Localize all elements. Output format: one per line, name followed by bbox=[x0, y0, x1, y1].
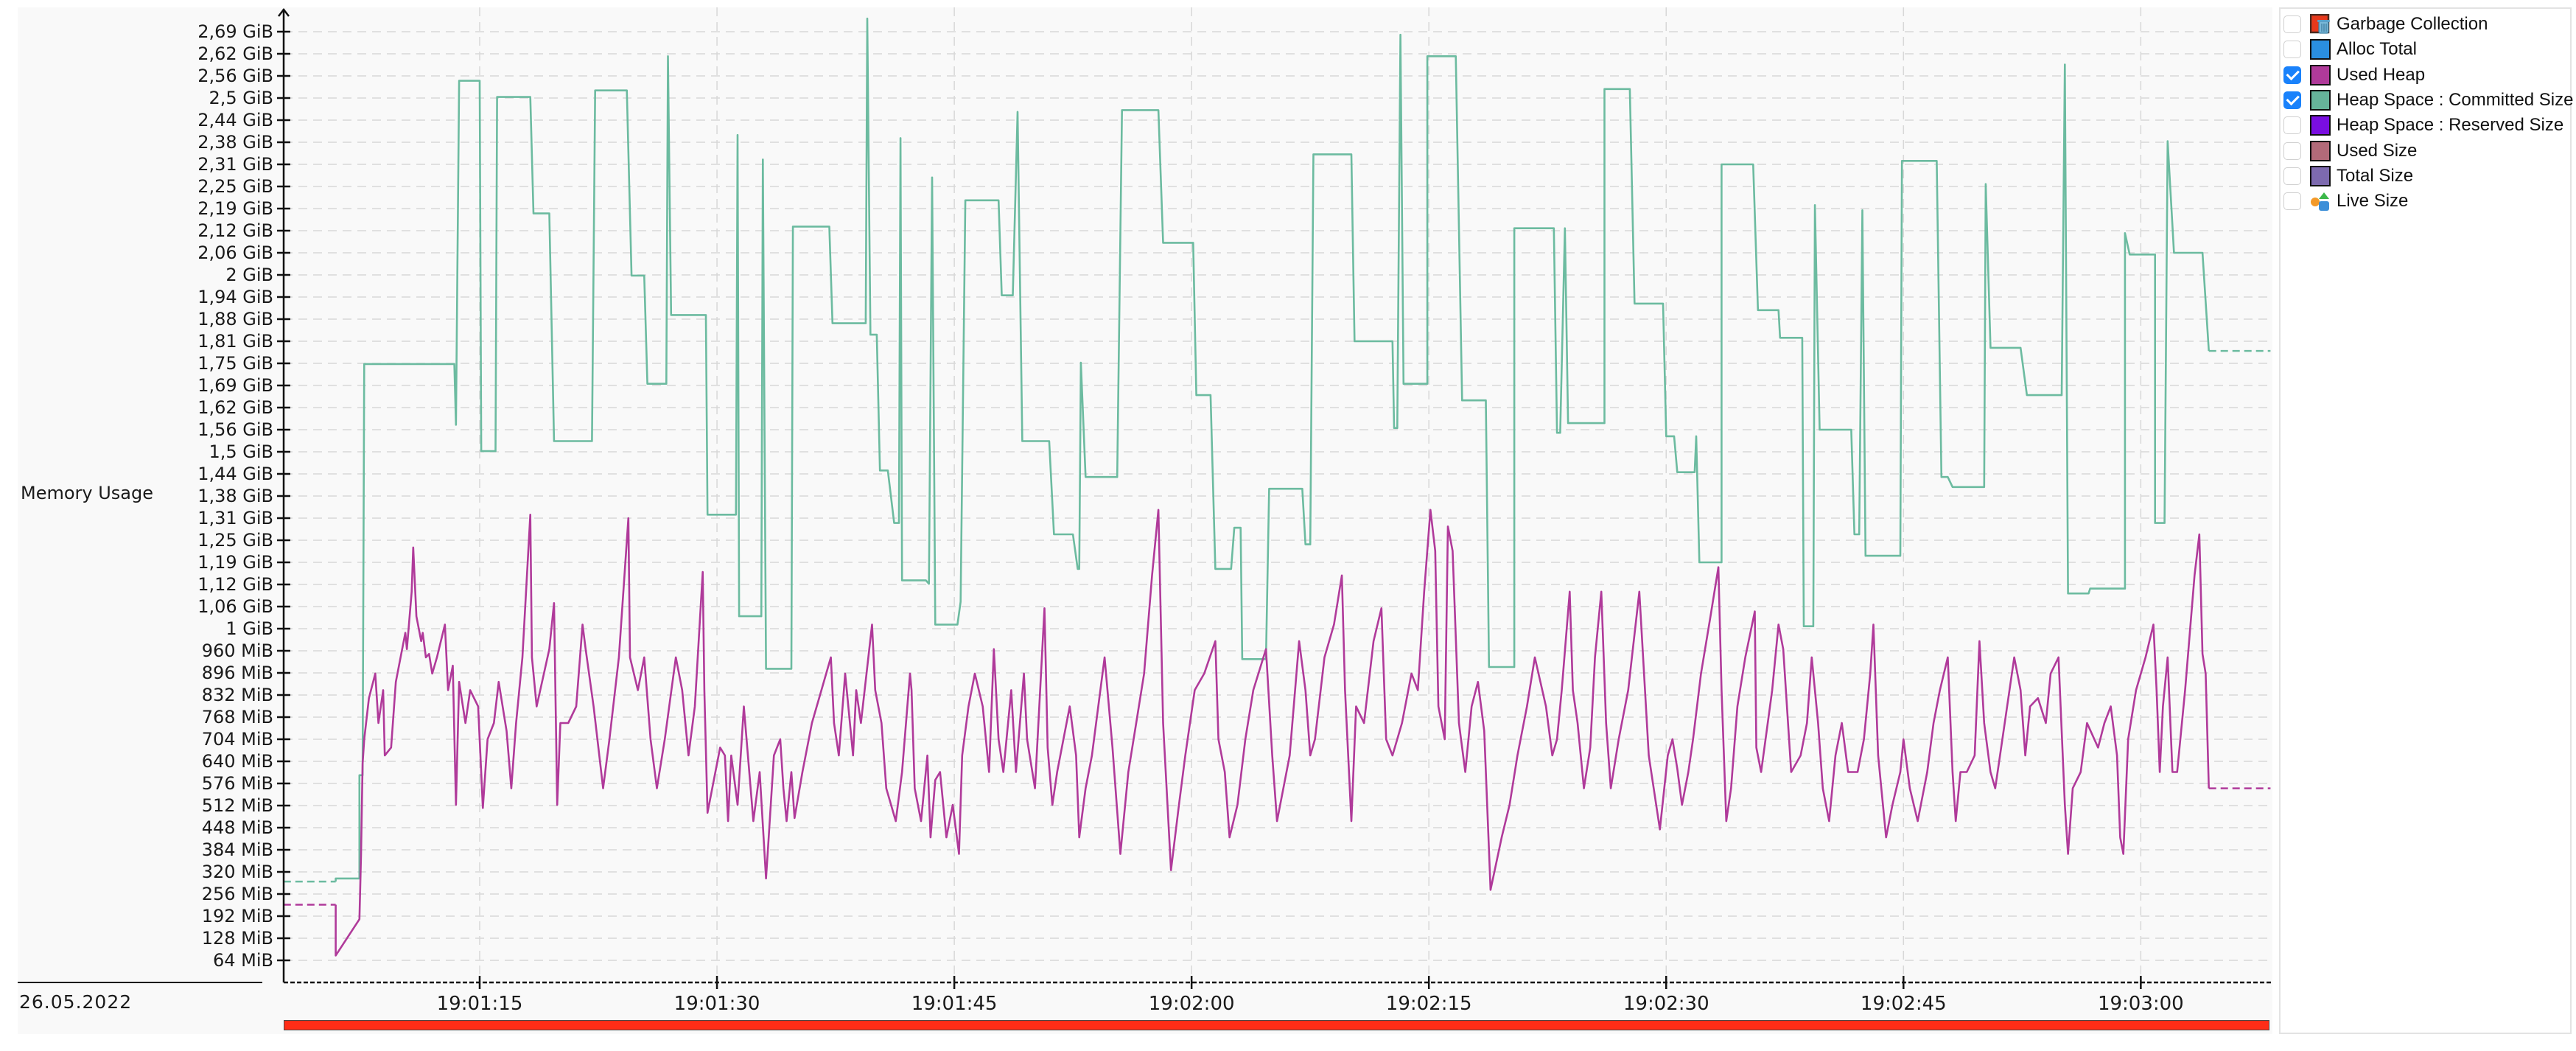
y-tick-label: 832 MiB bbox=[202, 685, 273, 705]
legend-item-garbage-collection[interactable]: Garbage Collection bbox=[2283, 13, 2488, 35]
y-tick-label: 896 MiB bbox=[202, 663, 273, 683]
legend-checkbox[interactable] bbox=[2283, 116, 2301, 135]
legend-checkbox[interactable] bbox=[2283, 66, 2301, 84]
legend-item-alloc-total[interactable]: Alloc Total bbox=[2283, 38, 2417, 60]
grid-lines bbox=[284, 7, 2271, 982]
y-tick-label: 1 GiB bbox=[225, 618, 273, 639]
y-tick-label: 1,31 GiB bbox=[197, 508, 273, 528]
y-axis-arrow-icon bbox=[278, 7, 290, 17]
color-swatch-icon bbox=[2310, 165, 2331, 186]
y-tick-label: 2,12 GiB bbox=[197, 220, 273, 241]
y-tick-label: 1,25 GiB bbox=[197, 530, 273, 551]
y-tick-label: 320 MiB bbox=[202, 862, 273, 882]
y-tick-label: 256 MiB bbox=[202, 884, 273, 904]
garbage-collection-icon bbox=[2309, 13, 2331, 35]
label-divider bbox=[18, 982, 262, 983]
y-tick-label: 1,81 GiB bbox=[197, 331, 273, 352]
legend-checkbox[interactable] bbox=[2283, 167, 2301, 185]
color-swatch-icon bbox=[2310, 39, 2331, 60]
legend-panel: Garbage Collection Alloc Total Used Heap He… bbox=[2279, 7, 2573, 1034]
y-tick-label: 384 MiB bbox=[202, 839, 273, 860]
y-tick-label: 1,12 GiB bbox=[197, 574, 273, 595]
y-tick-label: 64 MiB bbox=[213, 950, 273, 971]
y-tick-label: 512 MiB bbox=[202, 795, 273, 816]
live-size-icon bbox=[2310, 191, 2331, 212]
y-tick-label: 2,69 GiB bbox=[197, 21, 273, 42]
y-tick-label: 1,75 GiB bbox=[197, 353, 273, 374]
x-tick-label: 19:01:45 bbox=[911, 993, 998, 1015]
y-tick-label: 704 MiB bbox=[202, 729, 273, 750]
legend-item-live-size[interactable]: Live Size bbox=[2283, 190, 2408, 212]
y-tick-label: 640 MiB bbox=[202, 751, 273, 772]
legend-item-used-size[interactable]: Used Size bbox=[2283, 140, 2417, 162]
row-label: Memory Usage bbox=[21, 483, 154, 503]
legend-item-total-size[interactable]: Total Size bbox=[2283, 165, 2413, 187]
y-tick-label: 1,44 GiB bbox=[197, 464, 273, 484]
legend-checkbox[interactable] bbox=[2283, 192, 2301, 211]
x-tick-label: 19:03:00 bbox=[2098, 993, 2184, 1015]
color-swatch-icon bbox=[2310, 89, 2331, 111]
y-tick-label: 192 MiB bbox=[202, 906, 273, 926]
y-tick-label: 1,62 GiB bbox=[197, 397, 273, 418]
legend-checkbox[interactable] bbox=[2283, 41, 2301, 59]
x-tick-label: 19:02:00 bbox=[1149, 993, 1235, 1015]
chart-panel bbox=[18, 7, 2272, 1034]
y-tick-label: 1,38 GiB bbox=[197, 486, 273, 506]
y-tick-label: 1,56 GiB bbox=[197, 419, 273, 440]
legend-item-label: Live Size bbox=[2337, 191, 2409, 212]
y-tick-label: 128 MiB bbox=[202, 928, 273, 949]
series-lines bbox=[283, 17, 2271, 957]
y-tick-label: 1,06 GiB bbox=[197, 596, 273, 617]
x-tick-label: 19:02:30 bbox=[1623, 993, 1709, 1015]
y-tick-label: 2,19 GiB bbox=[197, 198, 273, 219]
y-tick-label: 1,5 GiB bbox=[209, 441, 273, 462]
y-tick-label: 2 GiB bbox=[225, 265, 273, 285]
y-tick-label: 2,44 GiB bbox=[197, 110, 273, 130]
legend-checkbox[interactable] bbox=[2283, 15, 2301, 33]
x-tick-label: 19:02:45 bbox=[1861, 993, 1947, 1015]
legend-item-label: Garbage Collection bbox=[2337, 14, 2488, 34]
y-tick-label: 2,38 GiB bbox=[197, 132, 273, 153]
x-tick-label: 19:01:15 bbox=[437, 993, 523, 1015]
color-swatch-icon bbox=[2310, 115, 2331, 136]
legend-item-label: Alloc Total bbox=[2337, 39, 2417, 60]
color-swatch-icon bbox=[2310, 140, 2331, 161]
legend-checkbox[interactable] bbox=[2283, 142, 2301, 160]
y-tick-label: 2,62 GiB bbox=[197, 43, 273, 64]
legend-item-label: Used Heap bbox=[2337, 64, 2426, 85]
legend-item-label: Total Size bbox=[2337, 165, 2414, 186]
garbage-collection-timeline-bar[interactable] bbox=[284, 1020, 2269, 1030]
y-tick-label: 768 MiB bbox=[202, 707, 273, 727]
x-axis-ticks: 19:01:15 19:01:30 19:01:45 19:02:00 19:02:15… bbox=[437, 976, 2184, 1015]
y-tick-label: 448 MiB bbox=[202, 817, 273, 838]
date-label: 26.05.2022 bbox=[19, 991, 133, 1013]
y-tick-label: 2,56 GiB bbox=[197, 66, 273, 86]
legend-item-heap-space-reserved-size[interactable]: Heap Space : Reserved Size bbox=[2283, 114, 2563, 136]
y-tick-label: 1,94 GiB bbox=[197, 287, 273, 307]
y-tick-label: 2,31 GiB bbox=[197, 154, 273, 175]
legend-item-heap-space-committed-size[interactable]: Heap Space : Committed Size bbox=[2283, 89, 2573, 111]
y-tick-label: 2,06 GiB bbox=[197, 242, 273, 263]
y-tick-label: 1,69 GiB bbox=[197, 375, 273, 396]
y-tick-label: 2,5 GiB bbox=[209, 88, 273, 108]
x-tick-label: 19:02:15 bbox=[1386, 993, 1472, 1015]
y-tick-label: 1,19 GiB bbox=[197, 552, 273, 573]
legend-item-label: Heap Space : Committed Size bbox=[2337, 89, 2574, 110]
used-heap-line bbox=[335, 509, 2210, 957]
y-tick-label: 960 MiB bbox=[202, 640, 273, 661]
color-swatch-icon bbox=[2310, 64, 2331, 85]
legend-item-used-heap[interactable]: Used Heap bbox=[2283, 64, 2425, 86]
legend-item-label: Heap Space : Reserved Size bbox=[2337, 115, 2564, 136]
y-tick-label: 576 MiB bbox=[202, 773, 273, 794]
heap-space-committed-size-line bbox=[335, 17, 2210, 882]
legend-item-label: Used Size bbox=[2337, 140, 2418, 161]
legend-checkbox[interactable] bbox=[2283, 91, 2301, 109]
y-tick-label: 2,25 GiB bbox=[197, 176, 273, 197]
y-tick-label: 1,88 GiB bbox=[197, 309, 273, 329]
x-tick-label: 19:01:30 bbox=[674, 993, 760, 1015]
